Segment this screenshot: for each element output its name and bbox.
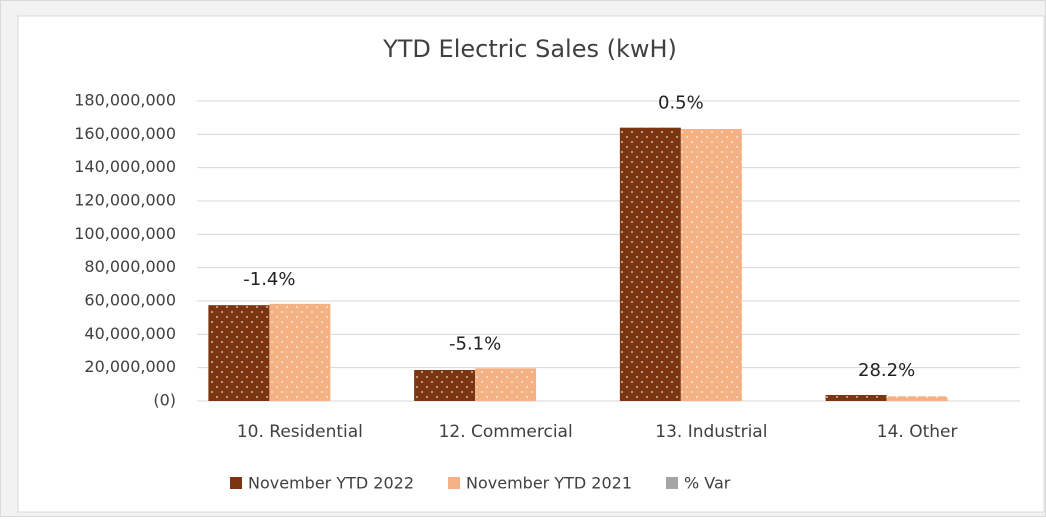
y-tick-label: 80,000,000 (84, 257, 176, 276)
y-tick-label: 100,000,000 (74, 224, 176, 243)
y-tick-label: 40,000,000 (84, 324, 176, 343)
bar (208, 305, 269, 401)
legend-swatch (666, 477, 678, 489)
chart-title: YTD Electric Sales (kwH) (382, 35, 677, 63)
y-tick-label: 140,000,000 (74, 157, 176, 176)
legend-label: November YTD 2022 (248, 474, 414, 493)
bar (475, 368, 536, 401)
bar (269, 304, 330, 401)
data-label: 28.2% (858, 360, 915, 381)
bar (620, 128, 681, 401)
legend-swatch (230, 477, 242, 489)
data-label: -1.4% (243, 269, 295, 290)
y-tick-label: 120,000,000 (74, 191, 176, 210)
y-tick-label: 160,000,000 (74, 124, 176, 143)
legend-label: November YTD 2021 (466, 474, 632, 493)
data-label: -5.1% (449, 333, 501, 354)
y-tick-label: 20,000,000 (84, 357, 176, 376)
bar (414, 370, 475, 401)
y-tick-label: 60,000,000 (84, 291, 176, 310)
bar (887, 396, 948, 401)
x-tick-label: 13. Industrial (655, 422, 767, 442)
bar (826, 395, 887, 401)
bar (681, 129, 742, 401)
data-label: 0.5% (658, 93, 704, 114)
x-tick-label: 12. Commercial (439, 422, 573, 442)
y-tick-label: 180,000,000 (74, 91, 176, 110)
legend-swatch (448, 477, 460, 489)
x-tick-label: 14. Other (877, 422, 958, 442)
y-tick-label: (0) (153, 391, 176, 410)
x-tick-label: 10. Residential (237, 422, 363, 442)
legend-label: % Var (684, 474, 731, 493)
